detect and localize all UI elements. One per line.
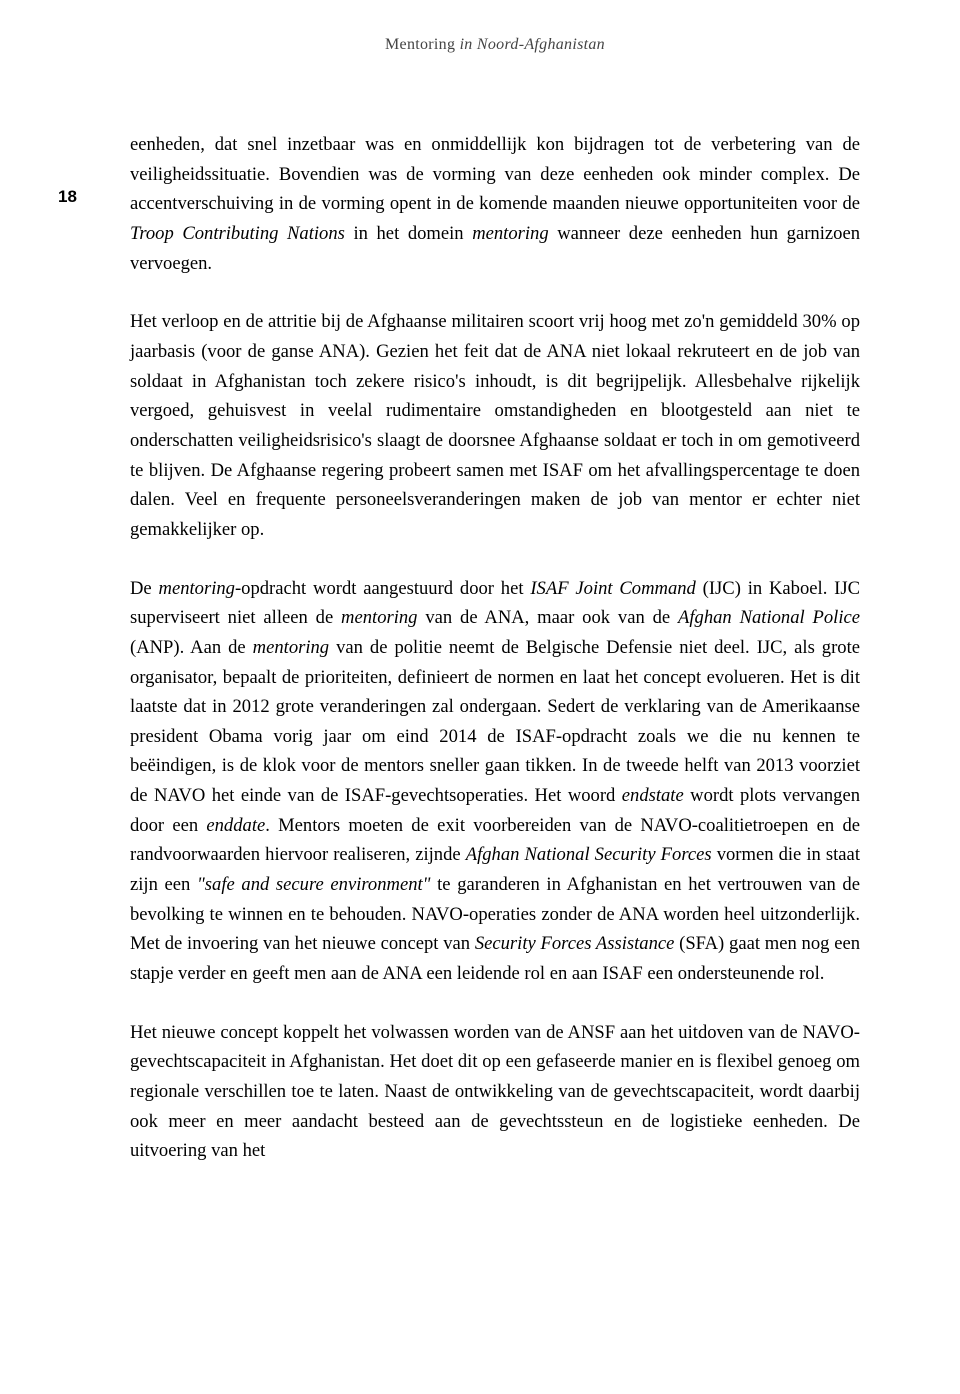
italic-run: Troop Contributing Nations <box>130 223 345 244</box>
italic-run: Afghan National Police <box>678 607 860 628</box>
running-head-plain: Mentoring <box>385 36 460 53</box>
italic-run: Afghan National Security Forces <box>466 844 712 865</box>
text-run: -opdracht wordt aangestuurd door het <box>235 578 530 599</box>
text-run: (ANP). Aan de <box>130 637 253 658</box>
text-run: in het domein <box>345 223 472 244</box>
italic-run: Security Forces Assistance <box>475 933 675 954</box>
page-number: 18 <box>58 187 77 207</box>
body-text: eenheden, dat snel inzetbaar was en onmi… <box>130 130 860 1166</box>
italic-run: ISAF Joint Command <box>530 578 695 599</box>
paragraph-1: eenheden, dat snel inzetbaar was en onmi… <box>130 130 860 278</box>
text-run: van de politie neemt de Belgische Defens… <box>130 637 860 806</box>
text-run: Het nieuwe concept koppelt het volwassen… <box>130 1022 860 1162</box>
text-run: van de ANA, maar ook van de <box>417 607 678 628</box>
italic-run: mentoring <box>472 223 548 244</box>
italic-run: enddate <box>206 815 265 836</box>
paragraph-4: Het nieuwe concept koppelt het volwassen… <box>130 1018 860 1166</box>
document-page: Mentoring in Noord-Afghanistan 18 eenhed… <box>0 0 960 1394</box>
text-run: De <box>130 578 159 599</box>
paragraph-2: Het verloop en de attritie bij de Afghaa… <box>130 307 860 544</box>
paragraph-3: De mentoring-opdracht wordt aangestuurd … <box>130 574 860 989</box>
italic-run: "safe and secure environment" <box>197 874 431 895</box>
italic-run: mentoring <box>159 578 235 599</box>
running-head-italic: in Noord-Afghanistan <box>460 36 605 53</box>
italic-run: mentoring <box>341 607 417 628</box>
text-run: Het verloop en de attritie bij de Afghaa… <box>130 311 860 540</box>
running-head: Mentoring in Noord-Afghanistan <box>130 36 860 54</box>
italic-run: mentoring <box>253 637 329 658</box>
text-run: eenheden, dat snel inzetbaar was en onmi… <box>130 134 860 214</box>
italic-run: endstate <box>622 785 684 806</box>
